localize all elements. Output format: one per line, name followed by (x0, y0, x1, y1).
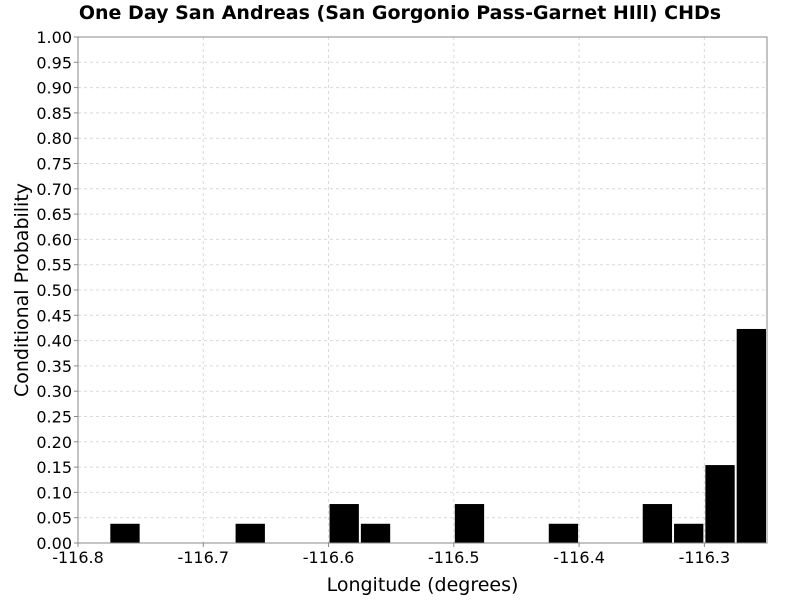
y-tick-label: 0.40 (36, 332, 72, 351)
bar-8 (705, 465, 735, 543)
x-tick-label: -116.4 (553, 548, 605, 567)
y-tick-label: 0.90 (36, 79, 72, 98)
y-tick-label: 0.15 (36, 458, 72, 477)
y-tick-label: 0.45 (36, 306, 72, 325)
y-tick-label: 0.00 (36, 534, 72, 553)
x-axis-label: Longitude (degrees) (327, 574, 519, 596)
bar-2 (329, 504, 359, 543)
y-tick-label: 0.70 (36, 180, 72, 199)
x-tick-label: -116.8 (52, 548, 104, 567)
y-tick-label: 0.30 (36, 382, 72, 401)
bar-1 (235, 523, 265, 543)
bar-9 (736, 328, 766, 543)
y-tick-label: 1.00 (36, 28, 72, 47)
y-tick-label: 0.55 (36, 256, 72, 275)
y-tick-label: 0.50 (36, 281, 72, 300)
x-axis-ticks: -116.8 -116.7 -116.6 -116.5 -116.4 -116.3 (52, 543, 730, 567)
y-tick-label: 0.10 (36, 483, 72, 502)
y-tick-label: 0.65 (36, 205, 72, 224)
bar-6 (642, 504, 673, 543)
y-axis-ticks: 0.00 0.05 0.10 0.15 0.20 0.25 0.30 0.35 0.40 0.45… (36, 28, 78, 553)
chart-title: One Day San Andreas (San Gorgonio Pass-G… (78, 2, 722, 24)
y-tick-label: 0.05 (36, 509, 72, 528)
bar-3 (360, 523, 391, 543)
x-tick-label: -116.7 (177, 548, 229, 567)
x-tick-label: -116.3 (679, 548, 731, 567)
bar-5 (548, 523, 579, 543)
bar-0 (110, 523, 140, 543)
y-axis-label: Conditional Probability (11, 183, 33, 397)
y-tick-label: 0.85 (36, 104, 72, 123)
bar-4 (454, 504, 485, 543)
grid-lines (77, 36, 767, 543)
x-tick-label: -116.5 (428, 548, 480, 567)
y-tick-label: 0.80 (36, 129, 72, 148)
y-tick-label: 0.75 (36, 155, 72, 174)
bars (110, 328, 766, 543)
bar-7 (674, 523, 704, 543)
y-tick-label: 0.95 (36, 53, 72, 72)
y-tick-label: 0.25 (36, 408, 72, 427)
x-tick-label: -116.6 (303, 548, 355, 567)
y-tick-label: 0.35 (36, 357, 72, 376)
y-tick-label: 0.60 (36, 230, 72, 249)
y-tick-label: 0.20 (36, 433, 72, 452)
